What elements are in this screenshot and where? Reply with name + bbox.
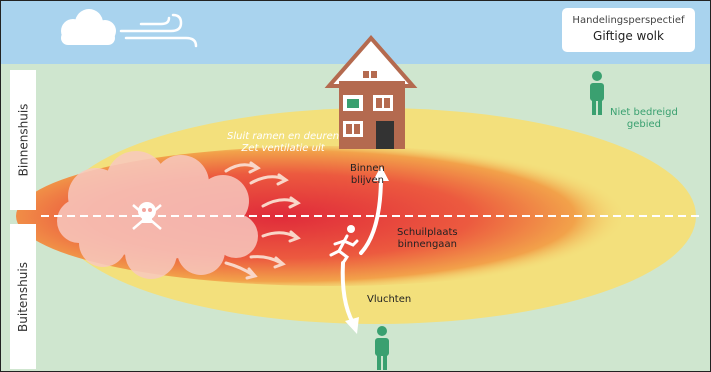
title-line1: Handelingsperspectief bbox=[572, 15, 685, 26]
flee-label: Vluchten bbox=[367, 294, 412, 305]
title-line2: Giftige wolk bbox=[593, 29, 664, 43]
running-person-icon bbox=[329, 225, 359, 265]
stay-inside-label: Binnen blijven bbox=[350, 163, 385, 186]
wind-icon bbox=[119, 13, 198, 48]
wind-arrows bbox=[224, 161, 301, 280]
house-icon bbox=[324, 34, 418, 149]
stay-inside-arrow bbox=[359, 166, 389, 255]
safe-area-label: Niet bedreigd gebied bbox=[610, 107, 678, 130]
cloud-icon bbox=[61, 9, 116, 45]
person-icon-safe bbox=[590, 71, 604, 115]
person-icon-fled bbox=[375, 326, 389, 370]
zone-label-outside: Buitenshuis bbox=[10, 224, 36, 369]
flee-arrow bbox=[340, 261, 359, 334]
instruction-text: Sluit ramen en deuren Zet ventilatie uit bbox=[227, 131, 340, 154]
title-box: Handelingsperspectief Giftige wolk bbox=[562, 8, 695, 52]
shelter-label: Schuilplaats binnengaan bbox=[397, 227, 458, 250]
zone-label-inside: Binnenshuis bbox=[10, 70, 36, 210]
toxic-cloud-icon bbox=[57, 151, 258, 279]
